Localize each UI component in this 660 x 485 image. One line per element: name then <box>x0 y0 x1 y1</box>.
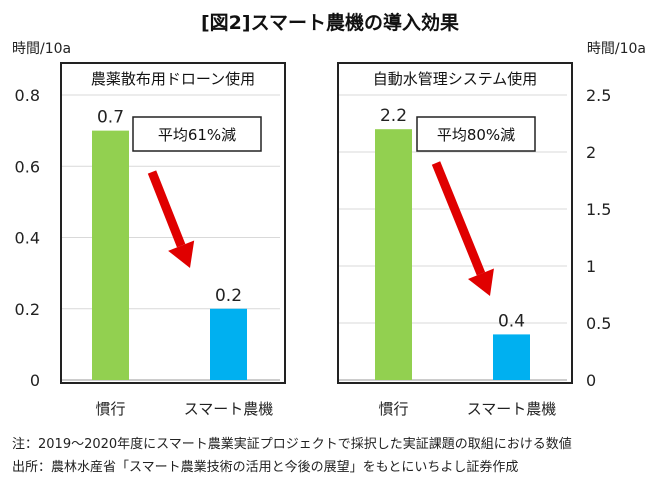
y-tick-label: 2 <box>586 143 596 162</box>
y-tick-label: 0 <box>586 371 596 390</box>
x-category-label: 慣行 <box>95 400 125 418</box>
bar <box>210 308 247 380</box>
right-y-unit-label: 時間/10a <box>586 41 646 57</box>
annotation-text: 平均80%減 <box>437 126 515 144</box>
page-title: [図2]スマート農機の導入効果 <box>200 12 460 34</box>
right-chart-title: 自動水管理システム使用 <box>372 70 538 88</box>
bar-value-label: 0.7 <box>97 108 124 128</box>
bar-value-label: 0.4 <box>498 311 525 331</box>
y-tick-label: 0.8 <box>15 86 40 105</box>
bar-value-label: 2.2 <box>380 106 407 126</box>
decrease-arrow-shaft <box>431 161 486 276</box>
decrease-arrow-shaft <box>147 170 186 248</box>
left-chart-title: 農薬散布用ドローン使用 <box>90 70 256 88</box>
y-tick-label: 0.6 <box>15 157 40 176</box>
annotation-box <box>132 116 262 152</box>
x-category-label: スマート農機 <box>467 400 557 418</box>
bar <box>92 130 129 380</box>
bar <box>375 129 412 380</box>
left-bar-chart: 0 0.2 0.4 0.6 0.8 0.7 慣行 0.2 スマート農機 平均61%減 <box>15 86 280 418</box>
y-tick-label: 2.5 <box>586 86 611 105</box>
annotation-text: 平均61%減 <box>158 126 236 144</box>
source-note: 出所：農林水産省「スマート農業技術の活用と今後の展望」をもとにいちよし証券作成 <box>12 460 519 475</box>
decrease-arrow-head <box>467 268 494 296</box>
y-tick-label: 0.4 <box>15 229 40 248</box>
y-tick-label: 1 <box>586 257 596 276</box>
bar <box>493 334 530 380</box>
y-tick-label: 0 <box>30 371 40 390</box>
left-y-unit-label: 時間/10a <box>12 41 72 57</box>
x-category-label: スマート農機 <box>184 400 274 418</box>
bar-value-label: 0.2 <box>215 286 242 306</box>
right-bar-chart: 0 0.5 1 1.5 2 2.5 2.2 慣行 0.4 スマート農機 平均80%減 <box>339 86 611 418</box>
y-tick-label: 0.2 <box>15 300 40 319</box>
y-tick-label: 0.5 <box>586 314 611 333</box>
footnote: 注：2019～2020年度にスマート農業実証プロジェクトで採択した実証課題の取組… <box>12 437 572 452</box>
y-tick-label: 1.5 <box>586 200 611 219</box>
annotation-box <box>416 116 536 152</box>
x-category-label: 慣行 <box>378 400 408 418</box>
decrease-arrow-head <box>168 240 195 268</box>
